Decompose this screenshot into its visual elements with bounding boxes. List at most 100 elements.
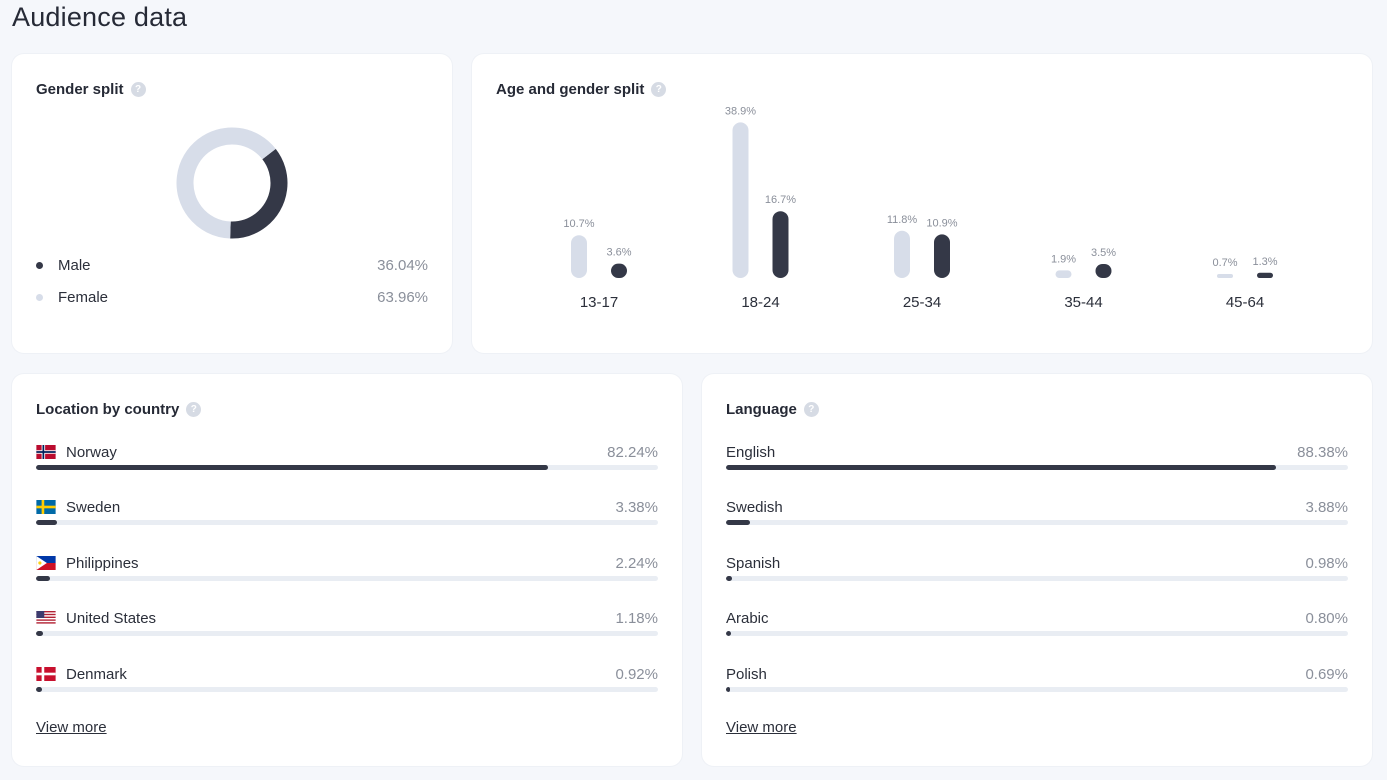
view-more-link[interactable]: View more bbox=[726, 719, 797, 736]
progress-fill bbox=[726, 687, 731, 692]
donut-slice-female bbox=[176, 127, 288, 239]
legend-value-female: 63.96% bbox=[377, 288, 428, 306]
location-by-country-card: Location by country ? Norway 82.24% Swed… bbox=[12, 374, 682, 766]
progress-fill bbox=[36, 520, 58, 525]
progress-bar bbox=[726, 687, 1348, 692]
category-label: 25-34 bbox=[903, 294, 941, 311]
bar-45-64-male bbox=[1257, 272, 1273, 278]
data-label: 3.6% bbox=[606, 247, 631, 259]
age-gender-split-title: Age and gender split bbox=[496, 81, 645, 98]
legend-row-male: Male 36.04% bbox=[36, 255, 428, 275]
progress-bar bbox=[726, 631, 1348, 636]
female-dot-icon bbox=[36, 293, 43, 301]
progress-bar bbox=[36, 631, 658, 636]
country-label: United States bbox=[66, 609, 157, 627]
country-item-sweden: Sweden 3.38% bbox=[36, 497, 658, 537]
progress-fill bbox=[726, 576, 733, 581]
legend-label-female: Female bbox=[58, 288, 109, 306]
category-label: 35-44 bbox=[1064, 294, 1102, 311]
language-title: Language bbox=[726, 401, 797, 418]
help-icon[interactable]: ? bbox=[803, 402, 819, 417]
help-icon[interactable]: ? bbox=[186, 402, 202, 417]
progress-bar bbox=[726, 520, 1348, 525]
age-gender-split-card: 10.7% 3.6% 13-17 38.9% 16.7% 18-24 11.8% 10.9% 2… bbox=[472, 54, 1372, 353]
norway-flag-icon bbox=[36, 445, 56, 459]
progress-fill bbox=[36, 687, 42, 692]
view-more-link[interactable]: View more bbox=[36, 719, 107, 736]
language-item-arabic: Arabic 0.80% bbox=[726, 608, 1348, 648]
country-label: Norway bbox=[66, 443, 117, 461]
legend-label-male: Male bbox=[58, 256, 91, 274]
data-label: 3.5% bbox=[1091, 247, 1116, 259]
language-label: English bbox=[726, 443, 776, 461]
category-label: 18-24 bbox=[741, 294, 779, 311]
country-value: 3.38% bbox=[615, 498, 658, 516]
gender-donut-chart bbox=[176, 127, 288, 239]
data-label: 38.9% bbox=[725, 105, 756, 117]
data-label: 10.9% bbox=[926, 217, 957, 229]
bar-25-34-female bbox=[894, 230, 910, 278]
progress-fill bbox=[726, 520, 751, 525]
language-item-english: English 88.38% bbox=[726, 442, 1348, 482]
legend-row-female: Female 63.96% bbox=[36, 287, 428, 307]
language-item-swedish: Swedish 3.88% bbox=[726, 497, 1348, 537]
language-label: Polish bbox=[726, 665, 767, 683]
data-label: 11.8% bbox=[887, 214, 918, 226]
age-gender-chart: 10.7% 3.6% 13-17 38.9% 16.7% 18-24 11.8% 10.9% 2… bbox=[563, 105, 1277, 311]
data-label: 0.7% bbox=[1212, 257, 1237, 269]
male-dot-icon bbox=[36, 261, 43, 269]
language-value: 3.88% bbox=[1305, 498, 1348, 516]
language-label: Spanish bbox=[726, 554, 781, 572]
bar-25-34-male bbox=[934, 234, 950, 278]
data-label: 1.3% bbox=[1252, 256, 1277, 268]
help-icon[interactable]: ? bbox=[651, 82, 667, 97]
progress-bar bbox=[36, 465, 658, 470]
progress-bar bbox=[36, 520, 658, 525]
data-label: 1.9% bbox=[1051, 253, 1076, 265]
progress-bar bbox=[726, 465, 1348, 470]
country-item-philippines: Philippines 2.24% bbox=[36, 553, 658, 593]
category-label: 13-17 bbox=[580, 294, 618, 311]
language-value: 88.38% bbox=[1297, 443, 1348, 461]
gender-split-card: Gender split ? Male 36.04% Female 63.96% bbox=[12, 54, 452, 353]
progress-bar bbox=[36, 576, 658, 581]
language-item-polish: Polish 0.69% bbox=[726, 664, 1348, 704]
data-label: 16.7% bbox=[765, 194, 796, 206]
data-label: 10.7% bbox=[563, 218, 594, 230]
country-item-norway: Norway 82.24% bbox=[36, 442, 658, 482]
progress-fill bbox=[726, 631, 731, 636]
language-card: Language ? English 88.38% Swedish 3.88% … bbox=[702, 374, 1372, 766]
language-label: Swedish bbox=[726, 498, 783, 516]
language-value: 0.80% bbox=[1305, 609, 1348, 627]
bar-45-64-female bbox=[1217, 274, 1233, 278]
location-title: Location by country bbox=[36, 401, 180, 418]
country-item-denmark: Denmark 0.92% bbox=[36, 664, 658, 704]
country-label: Sweden bbox=[66, 498, 121, 516]
bar-35-44-male bbox=[1095, 264, 1112, 278]
country-value: 1.18% bbox=[615, 609, 658, 627]
sweden-flag-icon bbox=[36, 500, 56, 514]
country-label: Philippines bbox=[66, 554, 139, 572]
country-item-united-states: United States 1.18% bbox=[36, 608, 658, 648]
progress-fill bbox=[36, 631, 44, 636]
language-item-spanish: Spanish 0.98% bbox=[726, 553, 1348, 593]
language-value: 0.98% bbox=[1305, 554, 1348, 572]
country-value: 82.24% bbox=[607, 443, 658, 461]
progress-fill bbox=[36, 465, 548, 470]
progress-bar bbox=[36, 687, 658, 692]
bar-18-24-male bbox=[772, 211, 789, 278]
language-label: Arabic bbox=[726, 609, 769, 627]
usa-flag-icon bbox=[36, 611, 56, 625]
progress-fill bbox=[726, 465, 1276, 470]
progress-fill bbox=[36, 576, 50, 581]
philippines-flag-icon bbox=[36, 556, 56, 570]
page-title: Audience data bbox=[12, 2, 188, 32]
legend-value-male: 36.04% bbox=[377, 256, 428, 274]
denmark-flag-icon bbox=[36, 667, 56, 681]
bar-13-17-female bbox=[571, 235, 587, 278]
country-value: 2.24% bbox=[615, 554, 658, 572]
bar-35-44-female bbox=[1055, 270, 1072, 278]
progress-bar bbox=[726, 576, 1348, 581]
help-icon[interactable]: ? bbox=[130, 82, 146, 97]
gender-split-title: Gender split bbox=[36, 81, 124, 98]
